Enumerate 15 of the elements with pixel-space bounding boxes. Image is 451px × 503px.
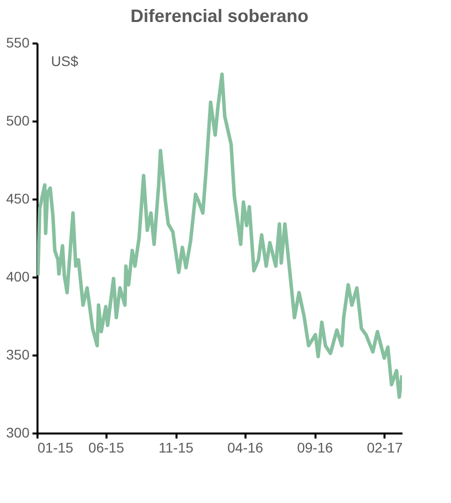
x-tick-label: 06-15 xyxy=(88,440,124,456)
y-tick-label: 450 xyxy=(6,190,30,206)
x-tick-label: 11-15 xyxy=(158,440,194,456)
y-tick-label: 400 xyxy=(6,268,30,284)
y-tick-label: 550 xyxy=(6,34,30,50)
chart-title: Diferencial soberano xyxy=(130,6,309,26)
x-tick-label: 09-16 xyxy=(297,440,334,456)
y-tick-label: 300 xyxy=(6,424,30,440)
line-series xyxy=(37,72,402,399)
annotation: US$ xyxy=(51,53,78,69)
y-tick-label: 500 xyxy=(6,112,30,128)
x-tick-label: 04-16 xyxy=(227,440,264,456)
x-tick-label: 02-17 xyxy=(366,440,403,456)
y-tick-label: 350 xyxy=(6,346,30,362)
x-tick-label: 01-15 xyxy=(38,440,74,456)
